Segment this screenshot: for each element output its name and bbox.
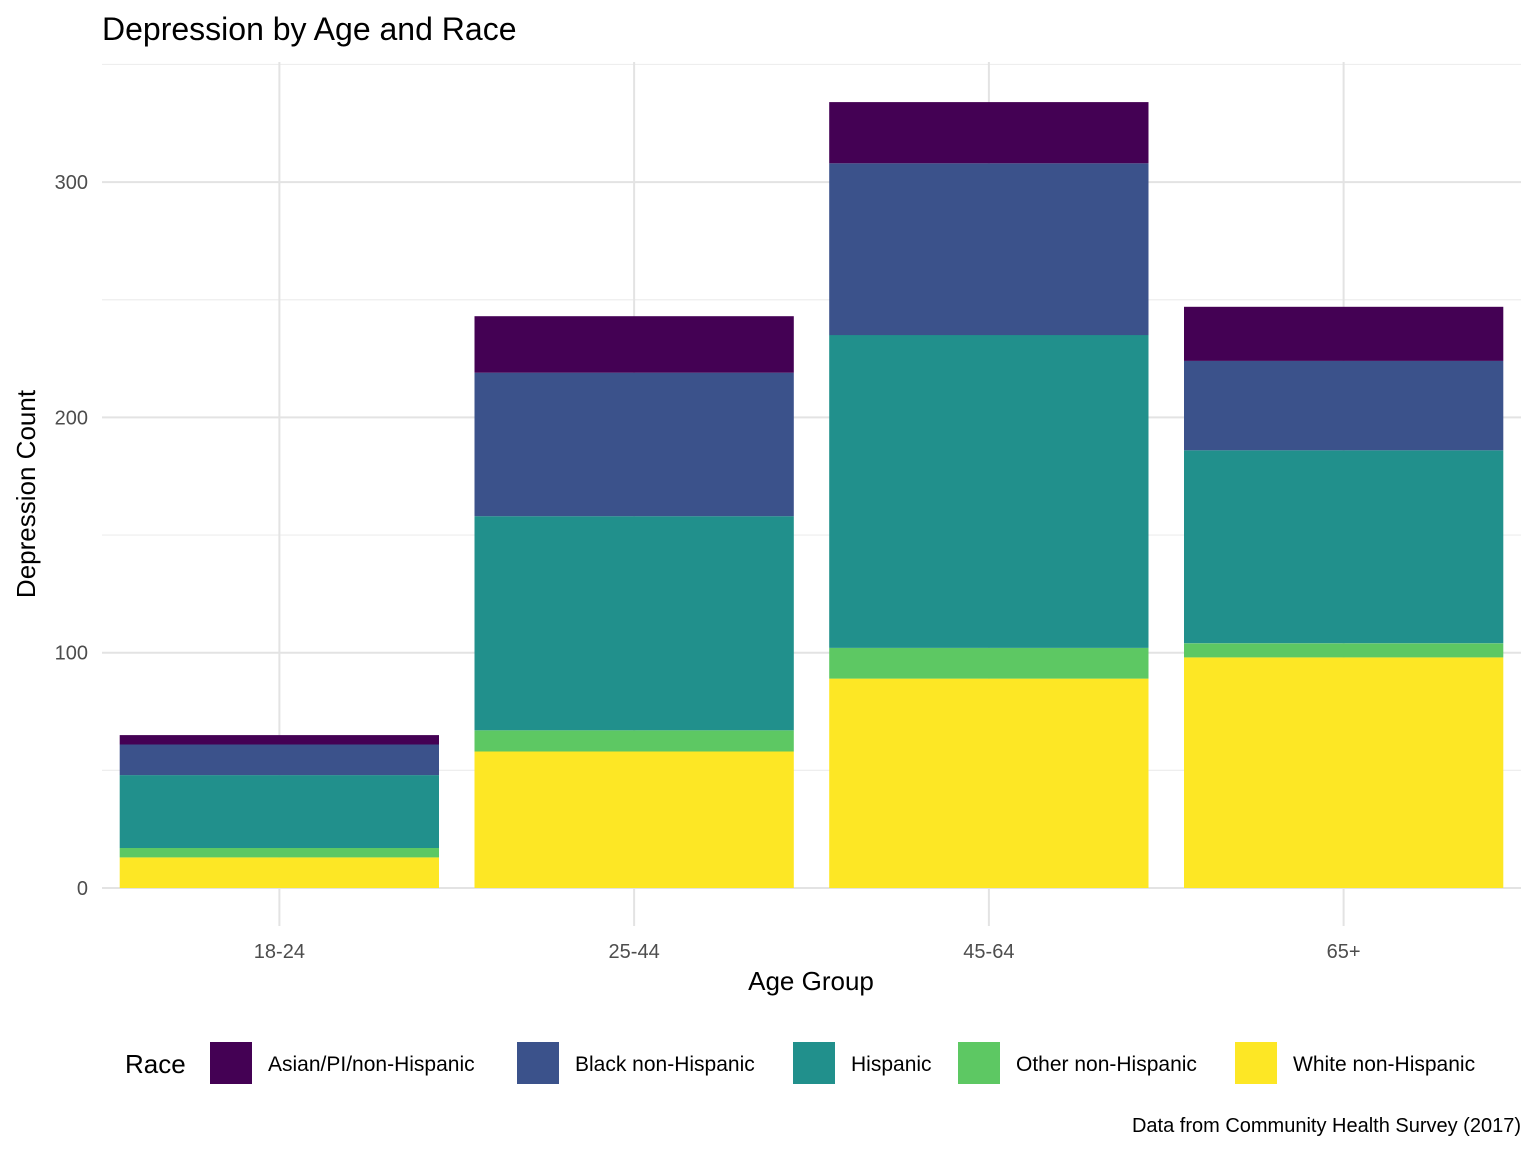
y-axis-title: Depression Count xyxy=(11,389,41,598)
legend-key xyxy=(793,1042,835,1084)
legend-key xyxy=(1235,1042,1277,1084)
bar-segment xyxy=(829,648,1149,679)
bar-segment xyxy=(474,751,794,888)
bar-segment xyxy=(829,102,1149,164)
bar-segment xyxy=(1184,306,1504,361)
legend-label: Black non-Hispanic xyxy=(575,1053,755,1076)
bar-segment xyxy=(119,735,439,745)
bar-segment xyxy=(119,848,439,858)
bar-segment xyxy=(1184,643,1504,658)
bar-segment xyxy=(119,775,439,848)
legend-key xyxy=(210,1042,252,1084)
bar-segment xyxy=(119,857,439,888)
bar-segment xyxy=(474,730,794,752)
legend-label: White non-Hispanic xyxy=(1293,1053,1475,1076)
bar-segment xyxy=(1184,450,1504,644)
x-axis-ticks: 18-24 25-44 45-64 65+ xyxy=(254,941,1361,963)
bar-segment xyxy=(829,678,1149,888)
legend-key xyxy=(517,1042,559,1084)
bar-segment xyxy=(474,372,794,517)
x-tick-label: 25-44 xyxy=(609,941,660,963)
legend-label: Asian/PI/non-Hispanic xyxy=(268,1053,475,1076)
bars xyxy=(119,102,1504,888)
x-tick-label: 45-64 xyxy=(963,941,1014,963)
x-tick-label: 65+ xyxy=(1327,941,1361,963)
legend-key xyxy=(958,1042,1000,1084)
caption: Data from Community Health Survey (2017) xyxy=(1132,1115,1521,1137)
bar-segment xyxy=(829,335,1149,648)
x-axis-title: Age Group xyxy=(748,966,874,996)
legend-label: Hispanic xyxy=(851,1053,932,1076)
y-axis-ticks: 0 100 200 300 xyxy=(55,172,88,900)
chart-title: Depression by Age and Race xyxy=(102,11,516,47)
bar-segment xyxy=(1184,657,1504,888)
y-tick-label: 0 xyxy=(77,878,88,900)
x-tick-label: 18-24 xyxy=(254,941,305,963)
y-tick-label: 200 xyxy=(55,407,88,429)
y-tick-label: 100 xyxy=(55,643,88,665)
bar-segment xyxy=(829,163,1149,336)
legend-title: Race xyxy=(125,1049,186,1079)
legend-label: Other non-Hispanic xyxy=(1016,1053,1197,1076)
bar-segment xyxy=(119,744,439,776)
y-tick-label: 300 xyxy=(55,172,88,194)
bar-segment xyxy=(474,516,794,731)
bar-segment xyxy=(474,316,794,373)
bar-segment xyxy=(1184,360,1504,451)
legend: Race Asian/PI/non-Hispanic Black non-Hisp… xyxy=(125,1042,1475,1084)
